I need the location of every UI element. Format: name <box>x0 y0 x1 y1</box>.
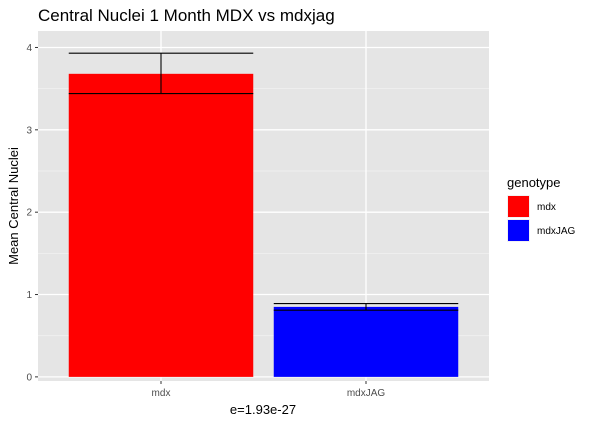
y-tick-label: 0 <box>26 372 32 383</box>
bars <box>68 73 459 377</box>
y-axis-title: Mean Central Nuclei <box>6 147 21 265</box>
legend-swatch-mdxJAG <box>508 220 529 241</box>
y-tick-label: 2 <box>26 208 32 219</box>
y-tick-label: 3 <box>26 125 32 136</box>
y-tick-label: 1 <box>26 290 32 301</box>
chart-title: Central Nuclei 1 Month MDX vs mdxjag <box>38 6 335 25</box>
x-tick-label: mdx <box>152 388 171 399</box>
legend-title: genotype <box>507 175 561 190</box>
y-axis-ticks: 0 1 2 3 4 <box>26 43 38 383</box>
legend-swatch-mdx <box>508 196 529 217</box>
bar-mdx <box>68 73 254 377</box>
legend-label-mdxJAG: mdxJAG <box>537 226 576 237</box>
x-axis-title: e=1.93e-27 <box>230 402 296 417</box>
legend-label-mdx: mdx <box>537 202 556 213</box>
x-tick-label: mdxJAG <box>347 388 386 399</box>
y-tick-label: 4 <box>26 43 32 54</box>
bar-mdxJAG <box>273 306 459 377</box>
error-bar-mdxJAG <box>273 303 459 311</box>
x-axis-ticks: mdx mdxJAG <box>152 381 386 399</box>
error-bar-mdx <box>68 52 254 95</box>
error-bars <box>68 52 459 311</box>
legend: genotype mdx mdxJAG <box>507 175 576 242</box>
